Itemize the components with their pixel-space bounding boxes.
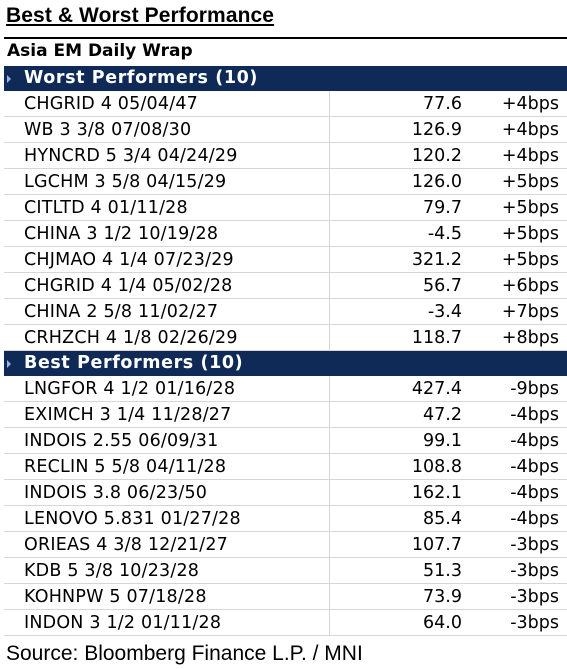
bond-price: 51.3	[423, 561, 462, 581]
bond-price: 79.7	[423, 198, 462, 218]
table-row: WB 3 3/8 07/08/30 126.9 +4bps	[4, 117, 567, 143]
bond-name: LGCHM 3 5/8 04/15/29	[24, 172, 227, 192]
title-divider	[4, 37, 567, 39]
table-row: LNGFOR 4 1/2 01/16/28 427.4 -9bps	[4, 376, 567, 402]
bond-name: WB 3 3/8 07/08/30	[24, 120, 192, 140]
table-row: EXIMCH 3 1/4 11/28/27 47.2 -4bps	[4, 402, 567, 428]
table-row: CHGRID 4 05/04/47 77.6 +4bps	[4, 91, 567, 117]
bond-change: -3bps	[510, 561, 559, 581]
bond-price: 56.7	[423, 276, 462, 296]
section-header-label: Best Performers (10)	[24, 353, 244, 373]
bond-change: +8bps	[501, 328, 559, 348]
bond-name: CHINA 2 5/8 11/02/27	[24, 302, 219, 322]
bond-price: 107.7	[411, 535, 462, 555]
bond-price: 427.4	[411, 379, 462, 399]
bond-name: CHJMAO 4 1/4 07/23/29	[24, 250, 234, 270]
table-subtitle: Asia EM Daily Wrap	[7, 41, 193, 61]
bond-price: 47.2	[423, 405, 462, 425]
bond-change: -4bps	[510, 431, 559, 451]
source-footnote: Source: Bloomberg Finance L.P. / MNI	[6, 642, 363, 665]
bond-price: 64.0	[423, 613, 462, 633]
bond-name: KOHNPW 5 07/18/28	[24, 587, 207, 607]
bond-change: -4bps	[510, 457, 559, 477]
table-row: KOHNPW 5 07/18/28 73.9 -3bps	[4, 584, 567, 610]
bond-change: +4bps	[501, 94, 559, 114]
table-row: CITLTD 4 01/11/28 79.7 +5bps	[4, 195, 567, 221]
table-row: LGCHM 3 5/8 04/15/29 126.0 +5bps	[4, 169, 567, 195]
section-header-worst: Worst Performers (10)	[4, 66, 567, 91]
bond-name: CHGRID 4 05/04/47	[24, 94, 198, 114]
bond-change: +4bps	[501, 146, 559, 166]
bond-price: 162.1	[411, 483, 462, 503]
table-row: LENOVO 5.831 01/27/28 85.4 -4bps	[4, 506, 567, 532]
table-row: RECLIN 5 5/8 04/11/28 108.8 -4bps	[4, 454, 567, 480]
bond-price: 118.7	[411, 328, 462, 348]
bond-change: -4bps	[510, 483, 559, 503]
bond-change: +5bps	[501, 250, 559, 270]
page-title: Best & Worst Performance	[6, 4, 275, 27]
bond-name: INDON 3 1/2 01/11/28	[24, 613, 222, 633]
bond-price: 321.2	[411, 250, 462, 270]
bond-price: 85.4	[423, 509, 462, 529]
bond-name: CRHZCH 4 1/8 02/26/29	[24, 328, 238, 348]
table-row: CRHZCH 4 1/8 02/26/29 118.7 +8bps	[4, 325, 567, 351]
bond-change: +5bps	[501, 198, 559, 218]
bond-name: ORIEAS 4 3/8 12/21/27	[24, 535, 229, 555]
bond-change: -9bps	[510, 379, 559, 399]
bond-price: -3.4	[427, 302, 462, 322]
table-row: INDON 3 1/2 01/11/28 64.0 -3bps	[4, 610, 567, 636]
section-header-best: Best Performers (10)	[4, 351, 567, 376]
bond-change: -3bps	[510, 587, 559, 607]
bond-price: 99.1	[423, 431, 462, 451]
performance-table: Worst Performers (10) CHGRID 4 05/04/47 7…	[4, 66, 567, 636]
table-row: CHJMAO 4 1/4 07/23/29 321.2 +5bps	[4, 247, 567, 273]
bond-change: +6bps	[501, 276, 559, 296]
bond-price: -4.5	[427, 224, 462, 244]
table-row: CHGRID 4 1/4 05/02/28 56.7 +6bps	[4, 273, 567, 299]
bond-price: 108.8	[411, 457, 462, 477]
bond-name: CHINA 3 1/2 10/19/28	[24, 224, 219, 244]
section-header-label: Worst Performers (10)	[24, 68, 258, 88]
bond-name: LNGFOR 4 1/2 01/16/28	[24, 379, 236, 399]
bond-change: +5bps	[501, 172, 559, 192]
bond-price: 126.9	[411, 120, 462, 140]
bond-name: EXIMCH 3 1/4 11/28/27	[24, 405, 232, 425]
bond-change: +7bps	[501, 302, 559, 322]
bond-name: INDOIS 2.55 06/09/31	[24, 431, 219, 451]
table-row: ORIEAS 4 3/8 12/21/27 107.7 -3bps	[4, 532, 567, 558]
expand-triangle-icon	[7, 360, 11, 368]
bond-name: CHGRID 4 1/4 05/02/28	[24, 276, 233, 296]
expand-triangle-icon	[7, 75, 11, 83]
bond-name: HYNCRD 5 3/4 04/24/29	[24, 146, 238, 166]
bond-name: CITLTD 4 01/11/28	[24, 198, 188, 218]
bond-price: 120.2	[411, 146, 462, 166]
bond-change: -4bps	[510, 509, 559, 529]
bond-change: -3bps	[510, 535, 559, 555]
bond-change: +5bps	[501, 224, 559, 244]
table-row: INDOIS 2.55 06/09/31 99.1 -4bps	[4, 428, 567, 454]
table-row: KDB 5 3/8 10/23/28 51.3 -3bps	[4, 558, 567, 584]
table-row: CHINA 3 1/2 10/19/28 -4.5 +5bps	[4, 221, 567, 247]
bond-price: 126.0	[411, 172, 462, 192]
bond-name: KDB 5 3/8 10/23/28	[24, 561, 200, 581]
bond-change: -4bps	[510, 405, 559, 425]
table-row: CHINA 2 5/8 11/02/27 -3.4 +7bps	[4, 299, 567, 325]
table-row: INDOIS 3.8 06/23/50 162.1 -4bps	[4, 480, 567, 506]
bond-price: 77.6	[423, 94, 462, 114]
table-row: HYNCRD 5 3/4 04/24/29 120.2 +4bps	[4, 143, 567, 169]
bond-name: RECLIN 5 5/8 04/11/28	[24, 457, 227, 477]
bond-change: +4bps	[501, 120, 559, 140]
bond-name: LENOVO 5.831 01/27/28	[24, 509, 241, 529]
bond-price: 73.9	[423, 587, 462, 607]
bond-name: INDOIS 3.8 06/23/50	[24, 483, 208, 503]
bond-change: -3bps	[510, 613, 559, 633]
